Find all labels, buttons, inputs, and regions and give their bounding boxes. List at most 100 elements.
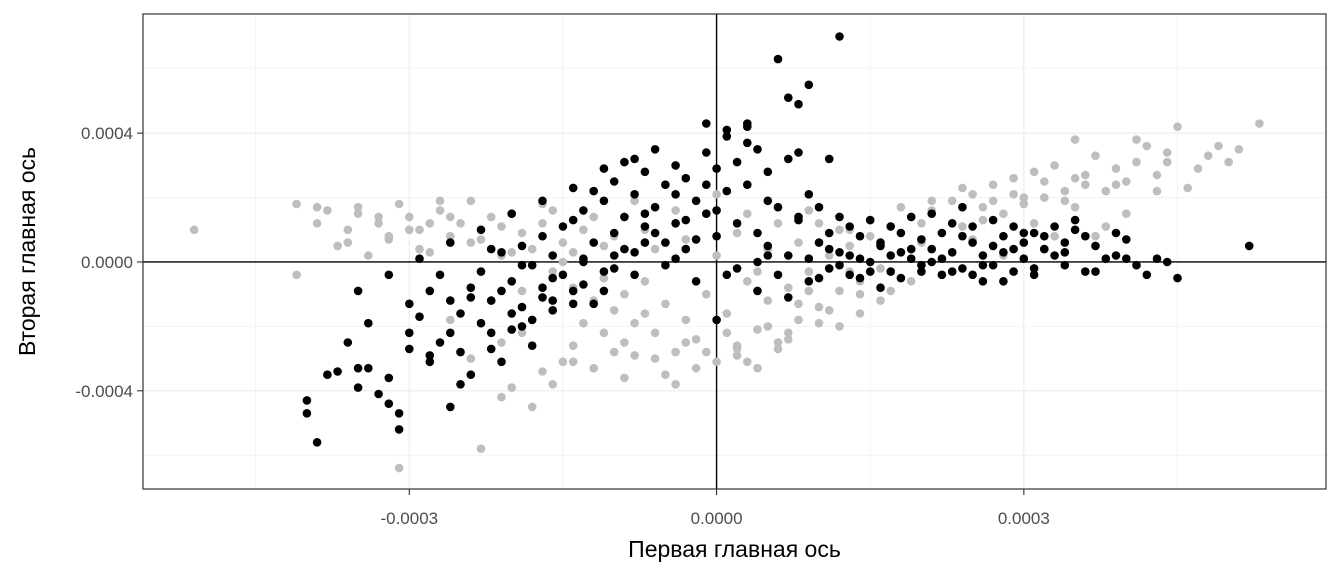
data-point: [671, 348, 680, 357]
data-point: [989, 180, 998, 189]
data-point: [1143, 142, 1152, 151]
data-point: [467, 283, 476, 292]
data-point: [620, 213, 629, 222]
data-point: [712, 232, 721, 241]
data-point: [641, 277, 650, 286]
data-point: [385, 271, 394, 280]
data-point: [364, 364, 373, 373]
data-point: [702, 290, 711, 299]
data-point: [446, 296, 455, 305]
data-point: [692, 197, 701, 206]
data-point: [671, 219, 680, 228]
data-point: [805, 81, 814, 90]
data-point: [999, 277, 1008, 286]
data-point: [385, 235, 394, 244]
data-point: [374, 213, 383, 222]
data-point: [426, 358, 435, 367]
data-point: [313, 203, 322, 212]
data-point: [764, 322, 773, 331]
data-point: [774, 219, 783, 228]
data-point: [999, 232, 1008, 241]
data-point: [733, 158, 742, 167]
data-point: [589, 187, 598, 196]
data-point: [753, 258, 762, 267]
data-point: [753, 325, 762, 334]
data-point: [784, 293, 793, 302]
data-point: [805, 287, 814, 296]
data-point: [682, 216, 691, 225]
data-point: [1091, 151, 1100, 160]
data-point: [477, 235, 486, 244]
data-point: [897, 203, 906, 212]
data-point: [784, 329, 793, 338]
data-point: [1040, 193, 1049, 202]
data-point: [907, 277, 916, 286]
data-point: [917, 261, 926, 270]
data-point: [979, 216, 988, 225]
data-point: [805, 190, 814, 199]
data-point: [938, 271, 947, 280]
data-point: [548, 206, 557, 215]
data-point: [968, 238, 977, 247]
data-point: [497, 222, 506, 231]
data-point: [1061, 248, 1070, 257]
data-point: [303, 409, 312, 418]
data-point: [436, 206, 445, 215]
data-point: [825, 264, 834, 273]
data-point: [1173, 274, 1182, 283]
data-point: [794, 238, 803, 247]
data-point: [651, 145, 660, 154]
data-point: [528, 261, 537, 270]
data-point: [989, 261, 998, 270]
data-point: [600, 164, 609, 173]
data-point: [825, 306, 834, 315]
data-point: [753, 267, 762, 276]
data-point: [456, 380, 465, 389]
data-point: [467, 370, 476, 379]
data-point: [938, 254, 947, 263]
data-point: [856, 274, 865, 283]
data-point: [395, 464, 404, 473]
data-point: [446, 213, 455, 222]
data-point: [1071, 174, 1080, 183]
data-point: [671, 161, 680, 170]
data-point: [712, 190, 721, 199]
data-point: [323, 206, 332, 215]
data-point: [815, 319, 824, 328]
data-point: [569, 184, 578, 193]
data-point: [1030, 219, 1039, 228]
data-point: [794, 316, 803, 325]
data-point: [733, 219, 742, 228]
data-point: [743, 180, 752, 189]
data-point: [467, 293, 476, 302]
data-point: [630, 271, 639, 280]
data-point: [190, 226, 199, 235]
data-point: [1091, 232, 1100, 241]
data-point: [712, 251, 721, 260]
data-point: [426, 248, 435, 257]
data-point: [1091, 242, 1100, 251]
data-point: [354, 287, 363, 296]
data-point: [845, 251, 854, 260]
data-point: [354, 383, 363, 392]
data-point: [815, 219, 824, 228]
data-point: [764, 296, 773, 305]
data-point: [815, 238, 824, 247]
y-tick-label: 0.0000: [81, 253, 133, 272]
data-point: [835, 213, 844, 222]
data-point: [1009, 174, 1018, 183]
data-point: [723, 309, 732, 318]
data-point: [743, 122, 752, 131]
data-point: [815, 274, 824, 283]
data-point: [436, 197, 445, 206]
data-point: [876, 296, 885, 305]
data-point: [661, 238, 670, 247]
data-point: [333, 367, 342, 376]
data-point: [927, 209, 936, 218]
data-point: [569, 341, 578, 350]
data-point: [303, 396, 312, 405]
data-point: [845, 242, 854, 251]
data-point: [958, 184, 967, 193]
data-point: [610, 251, 619, 260]
data-point: [344, 238, 353, 247]
